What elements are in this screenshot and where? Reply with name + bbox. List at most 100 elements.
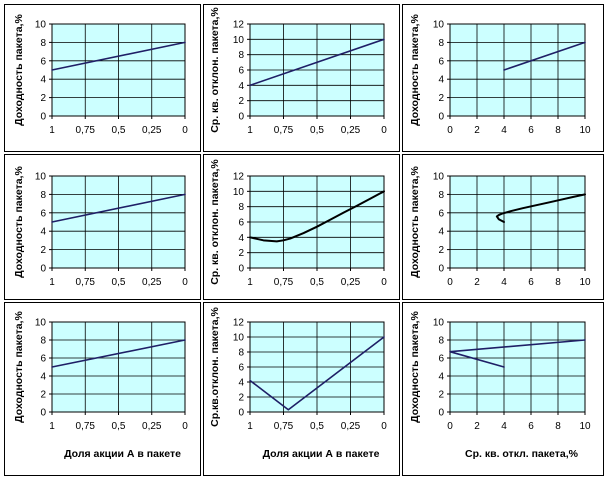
x-tick-label: 6 [528,277,534,288]
x-tick-label: 0,75 [274,125,294,136]
y-tick-label: 6 [238,218,244,229]
chart-2: 1 0,75 0,5 0,25 0 0 2 4 6 8 10 12 Ср. кв. отклон. па… [209,7,387,136]
y-tick-label: 8 [438,190,444,201]
x-tick-label: 0 [182,125,188,136]
y-axis-label: Доходность пакета,% [409,166,421,278]
x-tick-label: 4 [501,125,507,136]
cell-border-6 [402,154,604,300]
x-axis-label: Доля акции А в пакете [64,448,181,460]
y-tick-label: 0 [438,408,444,419]
y-tick-label: 10 [35,172,47,183]
y-tick-label: 0 [438,264,444,275]
y-tick-label: 12 [233,20,245,31]
series-line-1 [249,336,385,411]
plot-area [450,322,585,412]
cell-border-1 [4,4,201,152]
x-tick-label: 0,5 [310,125,324,136]
y-tick-label: 4 [438,75,444,86]
chart-4: 1 0,75 0,5 0,25 0 0 2 4 6 8 10 Доходность пакета,% [13,166,188,288]
y-tick-label: 4 [40,75,46,86]
x-tick-label: 10 [579,277,591,288]
x-tick-label: 1 [247,125,253,136]
x-tick-label: 0 [182,421,188,432]
y-tick-label: 8 [40,336,46,347]
y-tick-label: 8 [40,38,46,49]
y-tick-label: 0 [40,112,46,123]
y-tick-label: 10 [433,172,445,183]
plot-area [450,176,585,268]
x-tick-label: 1 [49,421,55,432]
y-tick-label: 0 [238,112,244,123]
x-tick-label: 0 [447,277,453,288]
x-tick-label: 0,5 [112,277,126,288]
x-tick-label: 1 [49,277,55,288]
y-axis-label: Доходность пакета,% [13,311,25,423]
x-tick-label: 0,75 [274,421,294,432]
x-tick-label: 0,25 [142,277,162,288]
x-tick-label: 0,25 [142,421,162,432]
y-tick-label: 12 [233,172,245,183]
x-tick-label: 1 [247,277,253,288]
y-tick-label: 8 [40,190,46,201]
y-tick-label: 10 [433,318,445,329]
y-tick-label: 0 [40,264,46,275]
x-tick-label: 0 [447,125,453,136]
chart-5: 1 0,75 0,5 0,25 0 0 2 4 6 8 10 12 Ср. кв. отклон. па… [209,159,387,288]
y-tick-label: 8 [238,348,244,359]
cell-borders [4,4,604,476]
chart-7: 1 0,75 0,5 0,25 0 0 2 4 6 8 10 Доходность пакета,% Д… [13,311,188,460]
y-tick-label: 6 [40,56,46,67]
chart-1: 1 0,75 0,5 0,25 0 0 2 4 6 8 10 Доходность пакета,% [13,14,188,136]
y-tick-label: 0 [438,112,444,123]
x-axis-label: Доля акции А в пакете [263,448,380,460]
x-tick-label: 8 [555,125,561,136]
y-tick-label: 6 [438,56,444,67]
x-tick-label: 0 [182,277,188,288]
x-tick-label: 0,25 [341,421,361,432]
plot-frame [449,321,586,413]
x-tick-label: 0,75 [274,277,294,288]
y-tick-label: 12 [233,318,245,329]
y-tick-label: 10 [233,333,245,344]
y-tick-label: 2 [40,245,46,256]
series-line-1 [51,193,186,223]
series-line-1 [51,339,186,368]
y-axis-label: Ср. кв. отклон. пакета,% [209,159,221,285]
y-axis-label: Доходность пакета,% [409,311,421,423]
y-tick-label: 0 [238,264,244,275]
x-tick-label: 0,5 [310,277,324,288]
y-tick-label: 2 [238,393,244,404]
y-tick-label: 4 [40,372,46,383]
y-tick-label: 10 [233,35,245,46]
y-tick-label: 2 [438,245,444,256]
y-tick-label: 4 [438,227,444,238]
x-tick-label: 10 [579,125,591,136]
x-tick-label: 0,75 [76,125,96,136]
y-tick-label: 6 [238,66,244,77]
series-line-1 [51,41,186,71]
y-tick-label: 0 [238,408,244,419]
y-tick-label: 4 [238,81,244,92]
x-tick-label: 0,5 [112,421,126,432]
cell-border-2 [203,4,400,152]
y-tick-label: 2 [238,248,244,259]
y-tick-label: 2 [438,390,444,401]
x-tick-label: 0,25 [142,125,162,136]
x-axis-label: Ср. кв. откл. пакета,% [465,448,579,460]
x-tick-label: 0 [381,277,387,288]
y-tick-label: 8 [238,50,244,61]
y-tick-label: 4 [238,378,244,389]
cell-border-7 [4,302,201,476]
x-tick-label: 0,5 [310,421,324,432]
x-tick-label: 0,5 [112,125,126,136]
chart-3: 0 2 4 6 8 10 0 2 4 6 8 10 Доходность пакета,% [409,14,591,136]
cell-border-9 [402,302,604,476]
x-tick-label: 6 [528,421,534,432]
x-tick-label: 4 [501,421,507,432]
x-tick-label: 0 [381,125,387,136]
chart-8: 1 0,75 0,5 0,25 0 0 2 4 6 8 10 12 Ср.кв.отклон. паке… [209,306,387,460]
y-tick-label: 2 [40,93,46,104]
x-tick-label: 1 [247,421,253,432]
y-tick-label: 2 [438,93,444,104]
